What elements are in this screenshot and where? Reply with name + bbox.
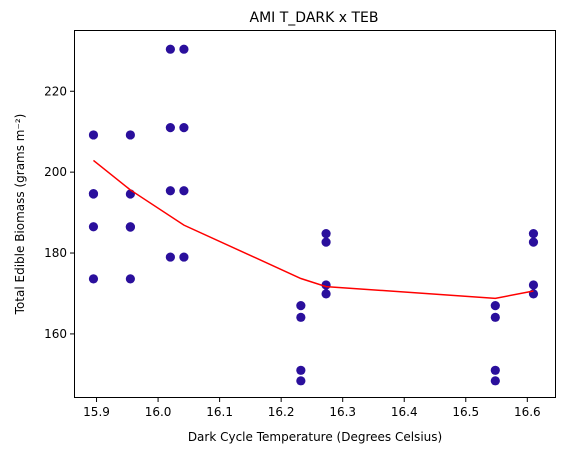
scatter-point bbox=[88, 274, 99, 284]
scatter-point bbox=[296, 376, 306, 386]
scatter-point bbox=[296, 301, 306, 311]
scatter-point bbox=[321, 229, 331, 239]
chart-title: AMI T_DARK x TEB bbox=[250, 10, 379, 26]
x-axis-label: Dark Cycle Temperature (Degrees Celsius) bbox=[188, 430, 442, 444]
scatter-point bbox=[165, 186, 175, 196]
scatter-point bbox=[321, 237, 331, 247]
x-tick-label: 16.0 bbox=[145, 405, 172, 419]
y-tick-label: 220 bbox=[44, 84, 67, 98]
x-tick-label: 16.5 bbox=[452, 405, 479, 419]
scatter-point bbox=[321, 289, 331, 299]
y-tick-label: 160 bbox=[44, 327, 67, 341]
scatter-point bbox=[179, 44, 189, 54]
scatter-point bbox=[88, 130, 99, 140]
plot-area bbox=[88, 44, 539, 386]
scatter-point bbox=[528, 289, 539, 299]
scatter-point bbox=[490, 376, 500, 386]
scatter-point bbox=[88, 222, 99, 232]
scatter-point bbox=[179, 252, 189, 262]
y-tick-label: 180 bbox=[44, 246, 67, 260]
x-tick-label: 16.2 bbox=[268, 405, 295, 419]
y-tick-label: 200 bbox=[44, 165, 67, 179]
trend-line bbox=[92, 159, 534, 300]
y-axis-label: Total Edible Biomass (grams m⁻²) bbox=[13, 114, 27, 316]
scatter-point bbox=[125, 130, 135, 140]
x-tick-label: 16.4 bbox=[391, 405, 418, 419]
scatter-point bbox=[88, 188, 99, 199]
x-tick-label: 16.1 bbox=[206, 405, 233, 419]
scatter-point bbox=[528, 280, 539, 290]
plot-frame bbox=[74, 30, 556, 398]
scatter-point bbox=[165, 44, 175, 54]
scatter-point bbox=[490, 312, 500, 322]
scatter-point bbox=[490, 301, 500, 311]
scatter-point bbox=[528, 237, 539, 247]
scatter-point bbox=[296, 312, 306, 322]
scatter-point bbox=[490, 365, 500, 375]
axis-ticks: 15.9 16.0 16.1 16.2 16.3 16.4 16.5 16.6 160 180 20… bbox=[44, 84, 541, 419]
scatter-point bbox=[528, 229, 539, 239]
scatter-point bbox=[179, 186, 189, 196]
scatter-point bbox=[179, 123, 189, 133]
scatter-point bbox=[296, 365, 306, 375]
scatter-point bbox=[165, 123, 175, 133]
x-tick-label: 16.3 bbox=[329, 405, 356, 419]
scatter-point bbox=[125, 274, 135, 284]
scatter-point bbox=[165, 252, 175, 262]
scatter-point bbox=[125, 222, 135, 232]
x-tick-label: 15.9 bbox=[83, 405, 110, 419]
x-tick-label: 16.6 bbox=[514, 405, 541, 419]
